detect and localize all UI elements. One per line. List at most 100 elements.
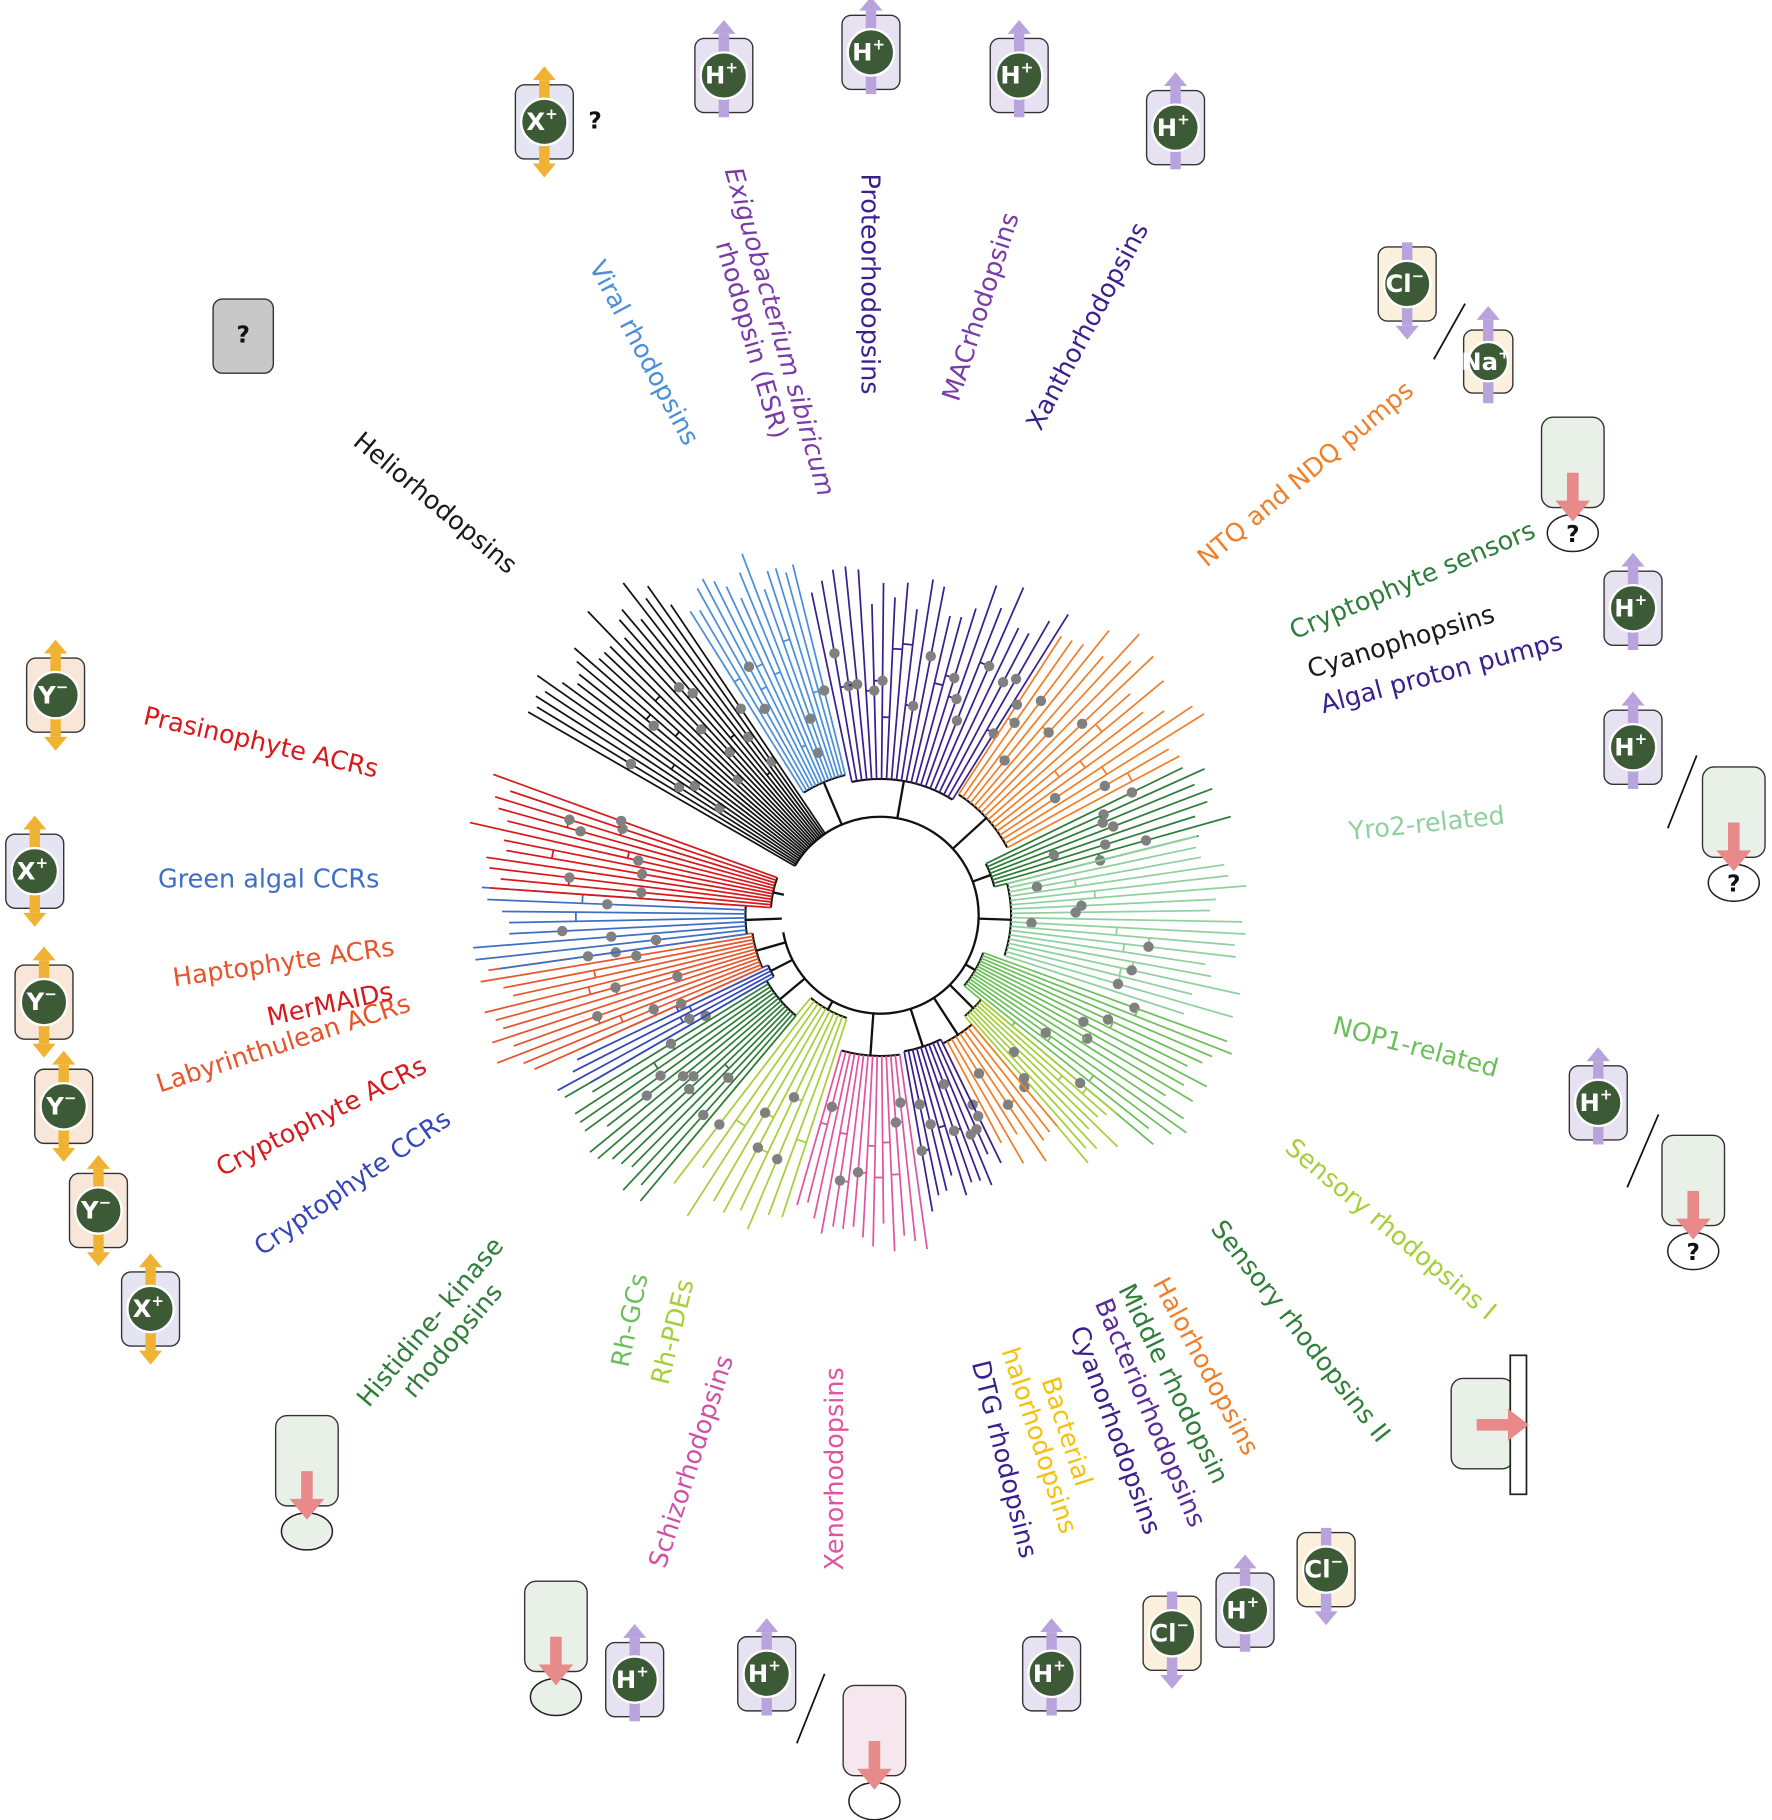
ion-label: H+ [1033, 1656, 1066, 1688]
clade-label: Yro2-related [1346, 801, 1506, 847]
clade-label: NTQ and NDQ pumps [1192, 375, 1420, 573]
branch [622, 827, 777, 882]
branch [873, 690, 878, 780]
branch [746, 1158, 779, 1230]
branch [1045, 917, 1243, 923]
branch [611, 925, 746, 938]
branch [953, 1130, 973, 1183]
branch [937, 1127, 953, 1176]
branch [943, 681, 1004, 796]
clade-label-line: Rh-GCs [606, 1271, 655, 1370]
ion-symbol: Cl [1150, 1618, 1176, 1647]
branch [1088, 1074, 1095, 1082]
branch [1131, 766, 1183, 794]
branch [748, 666, 814, 788]
branch [1008, 938, 1137, 964]
branch [757, 1010, 831, 1148]
ion-charge: + [1635, 591, 1648, 609]
ion-label: Na+ [1461, 344, 1510, 376]
branch [944, 1127, 968, 1196]
branch [810, 592, 831, 680]
branch [670, 983, 769, 1045]
branch [1104, 815, 1196, 846]
clade-label: MACrhodopsins [937, 209, 1026, 405]
branch [847, 685, 863, 781]
branch [832, 1180, 841, 1227]
node-dot [997, 676, 1009, 688]
branch [801, 744, 806, 748]
branch [955, 585, 998, 700]
branch [979, 960, 1109, 1021]
ion-circle [10, 846, 60, 896]
node-dot [965, 1129, 976, 1140]
branch [978, 962, 1111, 1029]
branch [977, 731, 1050, 810]
branch [767, 1138, 798, 1216]
branch [988, 821, 1104, 871]
ion-circle [1027, 1649, 1076, 1699]
branch [480, 954, 637, 983]
branch [804, 744, 823, 784]
branch [513, 1015, 598, 1047]
branch [890, 1174, 896, 1252]
branch [822, 781, 843, 826]
branch [1005, 950, 1119, 985]
branch [1073, 879, 1077, 887]
branch [812, 690, 819, 694]
branch [534, 1002, 682, 1070]
ion-circle [126, 1284, 175, 1334]
branch [929, 586, 946, 657]
branch [619, 1015, 624, 1023]
node-dot [752, 1142, 764, 1153]
ion-charge: + [1635, 730, 1648, 748]
ion-label: H+ [1614, 591, 1647, 623]
clade-label: Green algal CCRs [158, 864, 379, 894]
branch [729, 734, 735, 739]
node-dot [1099, 839, 1111, 850]
branch [641, 891, 772, 906]
arrow-head [712, 19, 736, 34]
branch [679, 970, 772, 1018]
branch [484, 986, 589, 1014]
branch [977, 1115, 1002, 1164]
branch [490, 887, 582, 896]
ion-symbol: Y [26, 987, 45, 1016]
branch [1047, 1036, 1052, 1042]
ion-symbol: H [748, 1659, 768, 1688]
branch [996, 767, 1086, 832]
branch [620, 820, 778, 879]
branch [903, 1051, 923, 1151]
branch [978, 1001, 1083, 1095]
branch [660, 989, 773, 1068]
arrow-head [1395, 325, 1419, 340]
branch [1084, 710, 1165, 769]
arrow-head [532, 163, 556, 178]
branch [796, 1138, 807, 1144]
ion-circle [1608, 583, 1658, 633]
branch [1007, 942, 1132, 972]
branch [911, 609, 918, 646]
branch [920, 1150, 934, 1212]
branch [1118, 967, 1122, 977]
arrow-head [23, 912, 47, 927]
ion-charge: + [1247, 1593, 1260, 1611]
ion-circle [1151, 103, 1200, 152]
node-dot [973, 1068, 985, 1079]
branch [1002, 773, 1108, 840]
branch [807, 674, 840, 778]
branch [984, 723, 1083, 817]
branch [833, 653, 858, 782]
branch [779, 671, 827, 782]
branch [934, 665, 990, 791]
branch [724, 1063, 730, 1070]
branch [486, 856, 576, 872]
branch [591, 1042, 672, 1093]
branch [776, 1014, 839, 1160]
branch [766, 570, 791, 640]
branch [975, 968, 1119, 1050]
branch [1075, 863, 1225, 888]
node-dot [564, 814, 575, 825]
branch [682, 997, 780, 1077]
branch [964, 963, 976, 972]
